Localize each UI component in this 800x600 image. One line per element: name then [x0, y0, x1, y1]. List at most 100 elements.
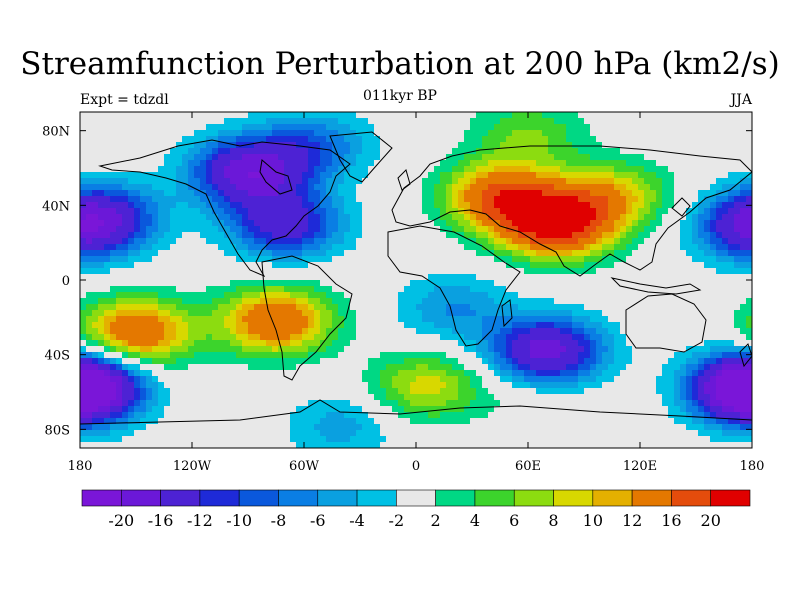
field-cell [302, 124, 309, 131]
field-cell [398, 142, 405, 149]
field-cell [428, 340, 435, 347]
field-cell [392, 148, 399, 155]
field-cell [374, 310, 381, 317]
field-cell [188, 214, 195, 221]
field-cell [164, 166, 171, 173]
field-cell [650, 172, 657, 179]
field-cell [608, 352, 615, 359]
field-cell [374, 178, 381, 185]
field-cell [416, 286, 423, 293]
field-cell [116, 358, 123, 365]
field-cell [560, 328, 567, 335]
field-cell [530, 358, 537, 365]
field-cell [572, 226, 579, 233]
field-cell [164, 298, 171, 305]
field-cell [290, 262, 297, 269]
field-cell [554, 280, 561, 287]
field-cell [230, 334, 237, 341]
field-cell [200, 376, 207, 383]
field-cell [722, 244, 729, 251]
field-cell [140, 208, 147, 215]
field-cell [224, 286, 231, 293]
field-cell [530, 298, 537, 305]
field-cell [644, 178, 651, 185]
field-cell [464, 190, 471, 197]
field-cell [560, 118, 567, 125]
field-cell [500, 262, 507, 269]
field-cell [134, 286, 141, 293]
field-cell [410, 130, 417, 137]
field-cell [542, 256, 549, 263]
field-cell [662, 250, 669, 257]
field-cell [446, 184, 453, 191]
field-cell [662, 232, 669, 239]
field-cell [410, 328, 417, 335]
field-cell [266, 124, 273, 131]
field-cell [116, 280, 123, 287]
field-cell [140, 370, 147, 377]
field-cell [170, 346, 177, 353]
field-cell [566, 196, 573, 203]
field-cell [506, 184, 513, 191]
field-cell [590, 304, 597, 311]
field-cell [278, 172, 285, 179]
field-cell [110, 244, 117, 251]
field-cell [134, 166, 141, 173]
field-cell [230, 208, 237, 215]
field-cell [164, 124, 171, 131]
field-cell [296, 286, 303, 293]
field-cell [572, 292, 579, 299]
field-cell [662, 154, 669, 161]
field-cell [602, 292, 609, 299]
field-cell [674, 148, 681, 155]
field-cell [182, 316, 189, 323]
field-cell [398, 328, 405, 335]
field-cell [266, 136, 273, 143]
field-cell [380, 208, 387, 215]
field-cell [212, 184, 219, 191]
field-cell [656, 352, 663, 359]
field-cell [110, 346, 117, 353]
field-cell [458, 142, 465, 149]
field-cell [446, 364, 453, 371]
field-cell [428, 310, 435, 317]
field-cell [662, 196, 669, 203]
field-cell [176, 376, 183, 383]
field-cell [446, 310, 453, 317]
field-cell [500, 154, 507, 161]
field-cell [710, 250, 717, 257]
field-cell [200, 238, 207, 245]
field-cell [308, 232, 315, 239]
field-cell [440, 292, 447, 299]
field-cell [746, 160, 753, 167]
field-cell [194, 208, 201, 215]
field-cell [134, 310, 141, 317]
field-cell [638, 226, 645, 233]
field-cell [740, 196, 747, 203]
field-cell [284, 268, 291, 275]
field-cell [476, 112, 483, 119]
field-cell [290, 358, 297, 365]
field-cell [644, 268, 651, 275]
field-cell [200, 196, 207, 203]
field-cell [260, 304, 267, 311]
field-cell [206, 292, 213, 299]
field-cell [224, 160, 231, 167]
field-cell [500, 340, 507, 347]
field-cell [440, 250, 447, 257]
field-cell [212, 268, 219, 275]
field-cell [122, 346, 129, 353]
field-cell [638, 316, 645, 323]
field-cell [494, 322, 501, 329]
field-cell [218, 328, 225, 335]
field-cell [632, 244, 639, 251]
field-cell [716, 322, 723, 329]
field-cell [392, 256, 399, 263]
field-cell [506, 298, 513, 305]
field-cell [494, 208, 501, 215]
field-cell [98, 268, 105, 275]
field-cell [212, 136, 219, 143]
field-cell [362, 136, 369, 143]
field-cell [596, 304, 603, 311]
field-cell [122, 112, 129, 119]
